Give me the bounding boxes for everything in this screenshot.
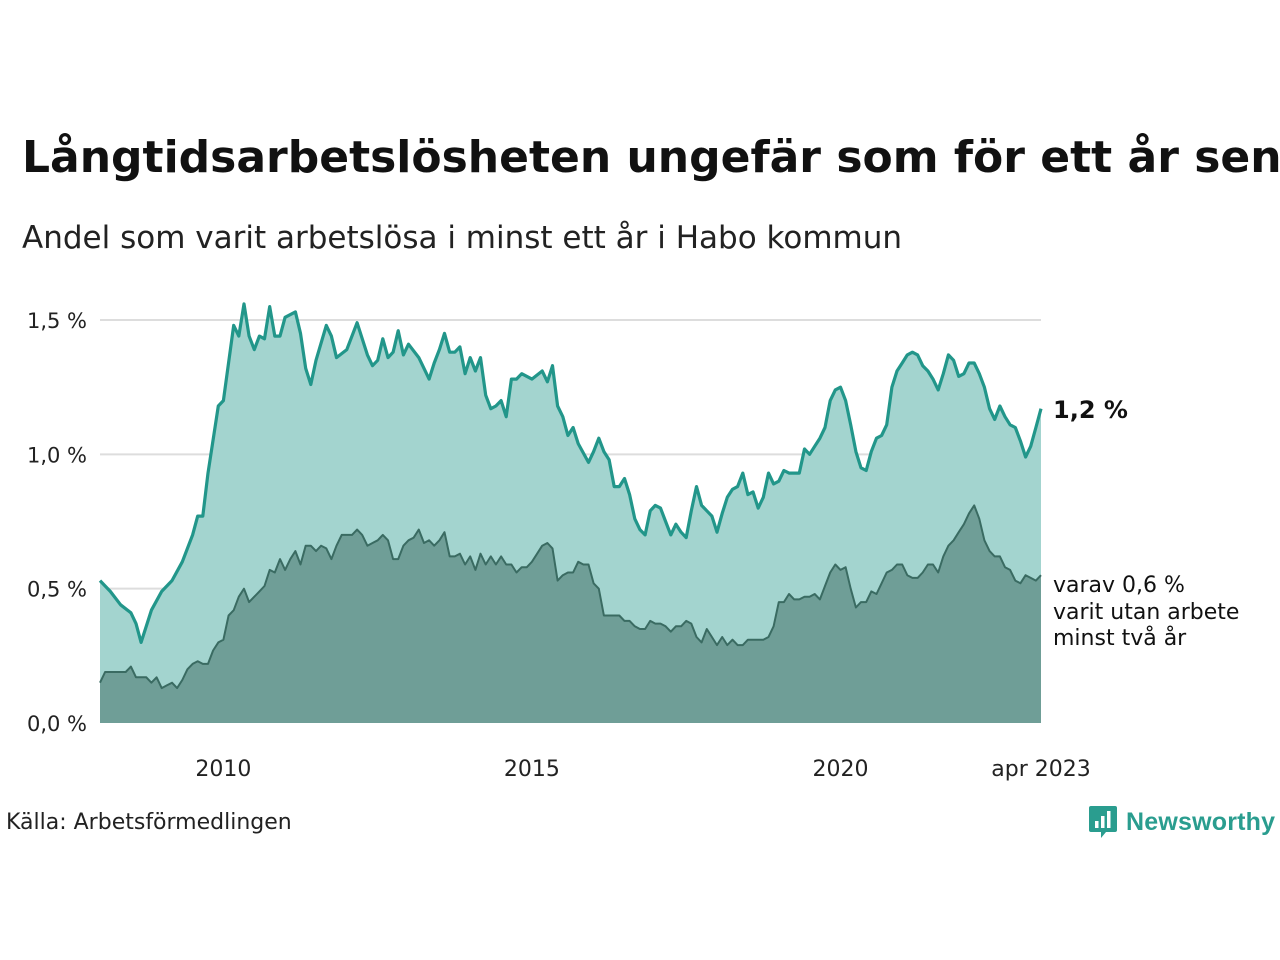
end-label-2y-line1: varav 0,6 % (1053, 573, 1185, 598)
newsworthy-chart-icon (1089, 806, 1117, 838)
x-tick-label: 2020 (812, 757, 868, 782)
newsworthy-logo-text: Newsworthy (1126, 807, 1276, 836)
y-axis: 0,0 % 0,5 % 1,0 % 1,5 % (27, 309, 87, 736)
x-tick-label: 2010 (195, 757, 251, 782)
end-label-2y-line3: minst två år (1053, 625, 1187, 651)
area-2y (100, 505, 1041, 723)
source-note: Källa: Arbetsförmedlingen (6, 810, 292, 835)
x-tick-label: apr 2023 (991, 757, 1090, 782)
y-tick-label: 1,5 % (27, 309, 87, 333)
y-tick-label: 0,0 % (27, 712, 87, 736)
end-label-1y: 1,2 % (1053, 396, 1128, 424)
area-chart: 0,0 % 0,5 % 1,0 % 1,5 % 2010 2015 2020 apr 202… (27, 302, 1239, 782)
x-tick-label: 2015 (504, 757, 560, 782)
line-2y (99, 504, 1042, 690)
line-1y (98, 302, 1043, 644)
y-tick-label: 0,5 % (27, 578, 87, 602)
x-axis: 2010 2015 2020 apr 2023 (195, 757, 1090, 782)
end-label-2y-line2: varit utan arbete (1053, 600, 1239, 625)
chart-subtitle: Andel som varit arbetslösa i minst ett å… (22, 220, 903, 256)
chart-title: Långtidsarbetslösheten ungefär som för e… (22, 132, 1280, 183)
series-areas (98, 302, 1043, 723)
newsworthy-logo[interactable]: Newsworthy (1088, 804, 1275, 840)
y-tick-label: 1,0 % (27, 443, 87, 467)
